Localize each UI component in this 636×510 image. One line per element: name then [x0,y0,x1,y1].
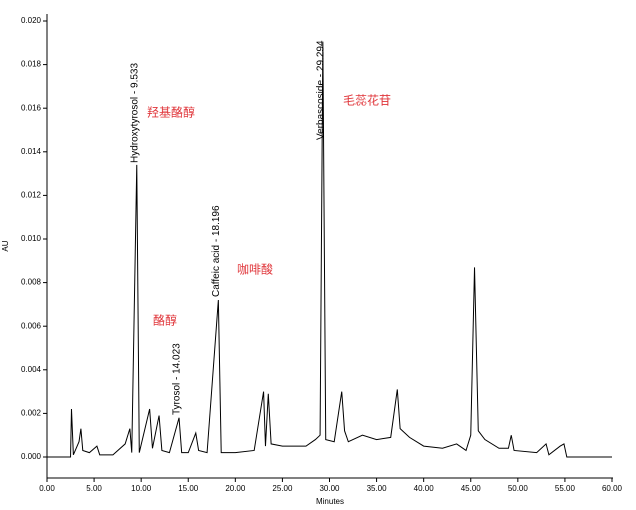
y-tick-label: 0.016 [21,103,42,112]
compound-annotation: 酪醇 [153,313,177,328]
x-tick-label: 55.00 [555,484,576,493]
compound-annotation: 咖啡酸 [237,262,273,277]
peak-label: Hydroxytyrosol - 9.533 [129,63,140,163]
y-tick-label: 0.008 [21,278,42,287]
x-tick-label: 45.00 [461,484,482,493]
y-tick-label: 0.020 [21,16,42,25]
x-tick-label: 25.00 [272,484,293,493]
y-tick-label: 0.000 [21,452,42,461]
y-tick-label: 0.012 [21,191,42,200]
x-tick-label: 15.00 [178,484,199,493]
x-tick-label: 5.00 [86,484,102,493]
x-tick-label: 40.00 [414,484,435,493]
peak-label: Caffeic acid - 18.196 [211,205,222,297]
x-axis-label: Minutes [316,497,344,506]
y-tick-label: 0.018 [21,60,42,69]
x-tick-label: 35.00 [367,484,388,493]
y-tick-label: 0.002 [21,409,42,418]
y-tick-label: 0.004 [21,365,42,374]
x-tick-label: 0.00 [39,484,55,493]
x-tick-label: 60.00 [602,484,623,493]
compound-annotation: 毛蕊花苷 [343,93,391,108]
y-axis-label: AU [1,240,10,251]
x-tick-label: 50.00 [508,484,529,493]
peak-label: Verbascoside - 29.294 [315,40,326,140]
x-tick-label: 20.00 [225,484,246,493]
peak-label: Tyrosol - 14.023 [172,343,183,415]
x-tick-label: 10.00 [131,484,152,493]
compound-annotation: 羟基酪醇 [147,105,195,120]
y-tick-label: 0.010 [21,234,42,243]
y-tick-label: 0.006 [21,321,42,330]
trace [47,42,612,458]
x-tick-label: 30.00 [319,484,340,493]
y-tick-label: 0.014 [21,147,42,156]
